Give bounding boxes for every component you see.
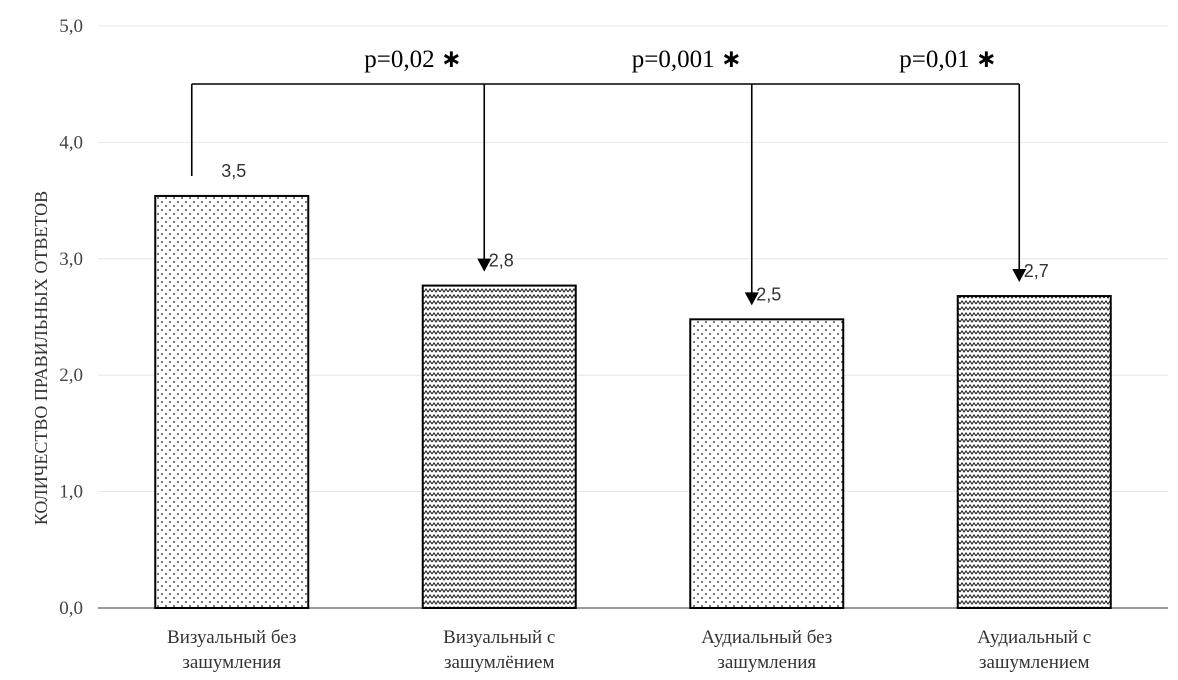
comparison-arrowhead — [1012, 269, 1027, 283]
x-tick-label: зашумлёнием — [444, 652, 555, 673]
y-tick-label: 2,0 — [59, 365, 83, 386]
x-tick-label: зашумления — [182, 652, 281, 673]
y-tick-label: 3,0 — [59, 249, 83, 270]
significance-marker: ∗ — [721, 44, 742, 73]
x-tick-label: зашумлением — [979, 652, 1090, 673]
bar — [421, 284, 577, 609]
bar — [689, 318, 845, 609]
bar — [154, 194, 310, 609]
x-tick-label: Визуальный без — [167, 627, 296, 648]
significance-marker: ∗ — [441, 44, 462, 73]
y-tick-label: 4,0 — [59, 132, 83, 153]
data-label: 2,5 — [756, 284, 781, 304]
labels-layer: 3,5 Визуальный без зашумления 2,8 Визуальный… — [167, 161, 1091, 673]
x-tick-label: Аудиальный без — [701, 627, 832, 648]
data-label: 3,5 — [221, 161, 246, 181]
y-axis-label: КОЛИЧЕСТВО ПРАВИЛЬНЫХ ОТВЕТОВ — [31, 191, 51, 525]
y-tick-label: 1,0 — [59, 482, 83, 503]
x-tick-label: зашумления — [717, 652, 816, 673]
p-value-label: p=0,001 ∗ — [632, 44, 742, 73]
comparisons-layer: p=0,02 ∗ p=0,001 ∗ p=0,01 ∗ — [190, 44, 1027, 306]
x-tick-label: Аудиальный с — [977, 627, 1091, 648]
data-label: 2,7 — [1024, 261, 1049, 281]
bar — [956, 295, 1112, 609]
comparison-arrowhead — [744, 292, 759, 306]
p-value-label: p=0,02 ∗ — [364, 44, 462, 73]
p-value-label: p=0,01 ∗ — [899, 44, 997, 73]
significance-marker: ∗ — [976, 44, 997, 73]
data-label: 2,8 — [489, 251, 514, 271]
y-tick-label: 0,0 — [59, 598, 83, 619]
comparison-arrowhead — [477, 258, 492, 272]
bars-layer — [154, 194, 1112, 609]
y-tick-label: 5,0 — [59, 16, 83, 37]
x-tick-label: Визуальный с — [443, 627, 555, 648]
